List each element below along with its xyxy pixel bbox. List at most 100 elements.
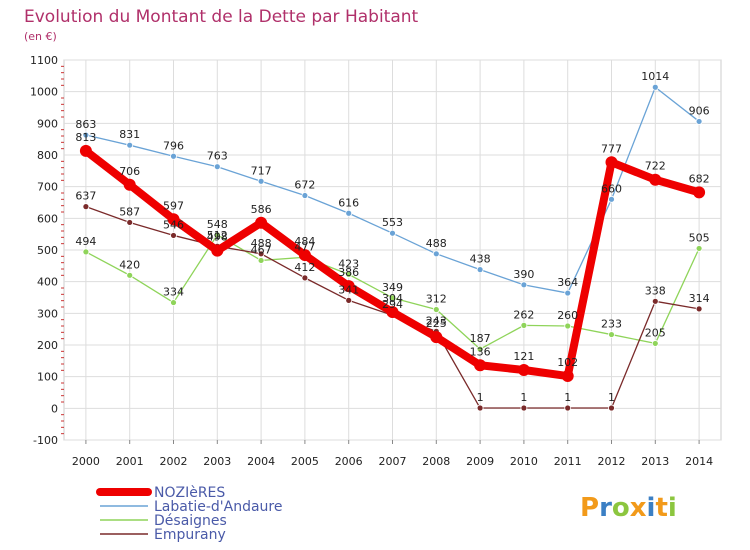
data-label: 587 [119, 205, 140, 218]
x-tick-label: 2006 [335, 455, 363, 468]
data-point [298, 249, 311, 262]
data-label: 1 [608, 391, 615, 404]
data-label: 1 [564, 391, 571, 404]
data-label: 488 [251, 237, 272, 250]
data-point [476, 266, 484, 274]
data-label: 706 [119, 165, 140, 178]
data-point [474, 359, 487, 372]
logo-letter: i [668, 493, 677, 523]
data-point [651, 297, 659, 305]
data-label: 349 [382, 281, 403, 294]
data-label: 637 [75, 190, 96, 203]
legend-label: Empurany [154, 527, 226, 543]
data-label: 717 [251, 164, 272, 177]
data-point [126, 141, 134, 149]
series-layer [79, 83, 706, 412]
data-point [432, 306, 440, 313]
series-1 [82, 231, 703, 353]
data-point [695, 245, 703, 252]
data-point [82, 131, 90, 139]
data-label: 586 [251, 203, 272, 216]
data-point [82, 203, 90, 211]
data-point [608, 331, 615, 338]
data-label: 390 [513, 268, 534, 281]
data-label: 102 [557, 356, 578, 369]
data-label: 672 [294, 179, 315, 192]
data-point [520, 281, 528, 289]
data-point [342, 280, 355, 293]
x-tick-label: 2014 [685, 455, 713, 468]
chart-title: Evolution du Montant de la Dette par Hab… [24, 7, 419, 27]
data-point [520, 321, 528, 329]
data-label: 477 [294, 240, 315, 253]
data-label: 906 [689, 104, 710, 117]
data-point [126, 219, 134, 226]
data-point [693, 186, 706, 199]
data-label: 512 [207, 229, 228, 242]
data-label: 616 [338, 196, 359, 209]
y-tick-label: 0 [51, 402, 58, 415]
data-label: 136 [470, 345, 491, 358]
data-point [649, 173, 662, 186]
data-point [213, 231, 221, 239]
series-3 [79, 144, 706, 383]
data-label: 233 [601, 318, 622, 331]
data-label: 423 [338, 257, 359, 270]
data-point [564, 322, 572, 330]
data-label: 796 [163, 139, 184, 152]
data-label: 312 [426, 293, 447, 306]
data-point [345, 270, 353, 278]
data-point [432, 250, 440, 258]
y-tick-label: 300 [37, 307, 58, 320]
data-label: 438 [470, 253, 491, 266]
legend: NOZIèRESLabatie-d'AndaureDésaignesEmpura… [96, 485, 282, 543]
x-tick-label: 2007 [379, 455, 407, 468]
data-point [608, 195, 615, 203]
chart-subtitle: (en €) [24, 30, 57, 43]
data-label: 505 [689, 231, 710, 244]
y-tick-label: 500 [37, 244, 58, 257]
data-point [389, 229, 396, 237]
x-tick-label: 2003 [203, 455, 231, 468]
data-point [257, 257, 265, 264]
legend-label: NOZIèRES [154, 485, 225, 501]
data-label: 260 [557, 309, 578, 322]
data-point [476, 345, 484, 353]
data-label: 412 [294, 261, 315, 274]
data-point [695, 118, 703, 125]
data-label: 187 [470, 332, 491, 345]
x-tick-label: 2012 [598, 455, 626, 468]
data-point [211, 244, 224, 257]
y-tick-label: 1000 [30, 86, 58, 99]
logo-letter: i [647, 493, 656, 523]
data-point [257, 250, 265, 258]
logo-letter: P [580, 493, 599, 523]
data-label: 546 [163, 218, 184, 231]
y-tick-label: 200 [37, 339, 58, 352]
data-label: 338 [645, 284, 666, 297]
data-point [301, 274, 309, 282]
data-point [170, 299, 177, 306]
data-label: 294 [382, 298, 403, 311]
data-point [564, 289, 572, 297]
y-tick-label: 400 [37, 276, 58, 289]
data-label: 763 [207, 150, 228, 163]
data-label: 777 [601, 142, 622, 155]
x-tick-label: 2005 [291, 455, 319, 468]
data-point [389, 294, 396, 302]
data-label: 314 [689, 292, 710, 305]
data-point [345, 296, 353, 304]
data-point [301, 192, 309, 199]
logo-letter: x [630, 493, 647, 523]
data-point [605, 156, 618, 169]
data-label: 467 [251, 243, 272, 256]
logo-letter: o [612, 493, 630, 523]
data-point [608, 404, 615, 412]
data-label: 484 [294, 235, 315, 248]
proxiti-logo: Proxiti [580, 493, 677, 523]
data-label: 831 [119, 128, 140, 141]
data-point [564, 404, 572, 412]
x-tick-label: 2000 [72, 455, 100, 468]
data-label: 597 [163, 199, 184, 212]
